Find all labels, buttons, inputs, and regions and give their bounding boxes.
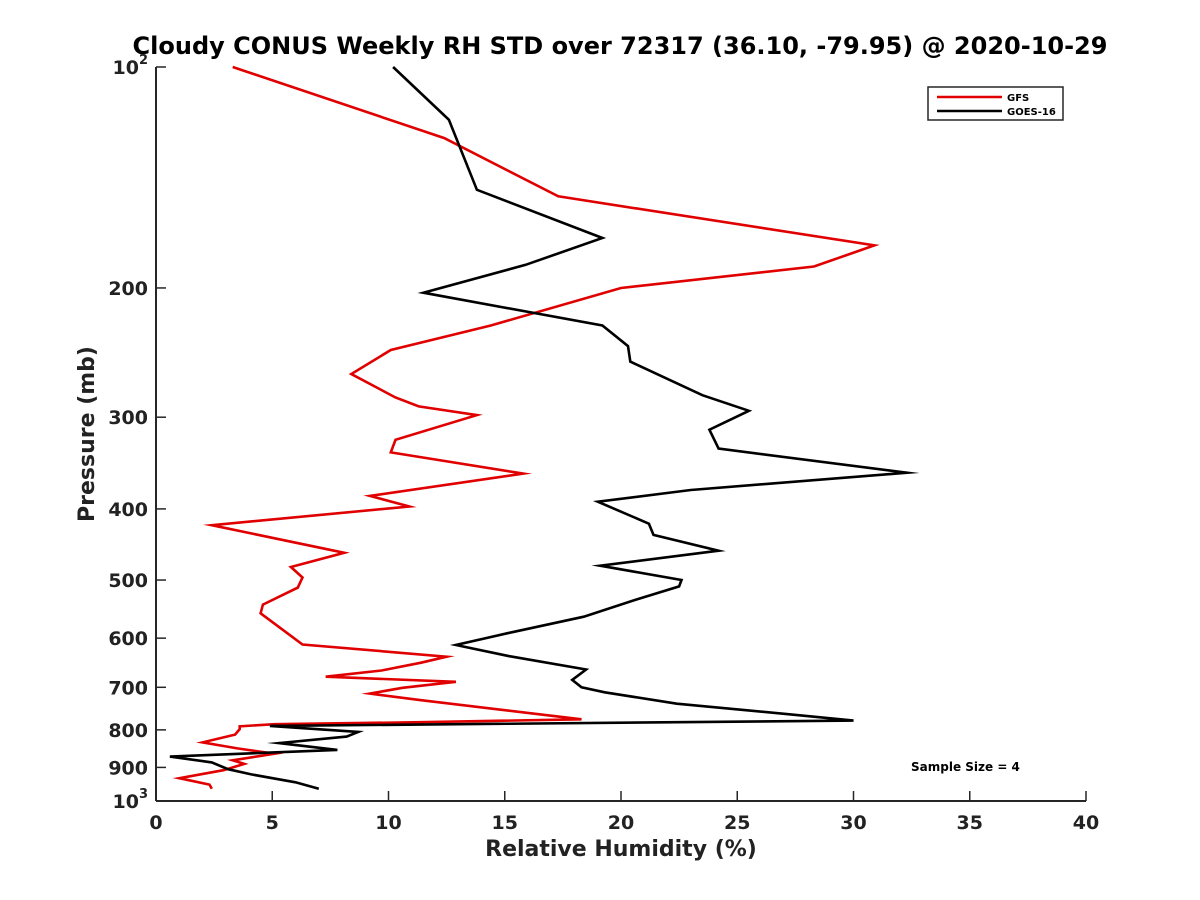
- y-tick-base: 800: [108, 720, 148, 742]
- series-line-goes-16: [169, 66, 920, 790]
- legend: GFS GOES-16: [927, 86, 1064, 121]
- x-tick-label: 0: [149, 812, 162, 834]
- y-tick-base: 400: [108, 499, 148, 521]
- plot-frame: [155, 67, 1086, 802]
- x-axis-ticks: 0 5 10 15 20 25 30 35 40: [149, 791, 1099, 834]
- chart-title: Cloudy CONUS Weekly RH STD over 72317 (3…: [133, 32, 1108, 60]
- y-axis-label: Pressure (mb): [75, 346, 100, 522]
- series-layer: [169, 65, 920, 790]
- y-tick-label: 600: [108, 628, 148, 650]
- y-tick-label: 500: [108, 570, 148, 592]
- x-tick-label: 40: [1073, 812, 1099, 834]
- y-tick-label: 103: [113, 787, 149, 813]
- x-tick-label: 15: [492, 812, 518, 834]
- y-tick-label: 200: [108, 278, 148, 300]
- legend-label: GFS: [1007, 93, 1029, 104]
- y-tick-base: 500: [108, 570, 148, 592]
- y-tick-base: 700: [108, 677, 148, 699]
- y-tick-label: 102: [113, 53, 149, 79]
- y-tick-label: 400: [108, 499, 148, 521]
- legend-box: [927, 86, 1064, 121]
- x-tick-label: 10: [375, 812, 401, 834]
- y-tick-label: 800: [108, 720, 148, 742]
- x-axis-label: Relative Humidity (%): [485, 837, 757, 862]
- y-tick-base: 10: [113, 57, 139, 79]
- legend-label: GOES-16: [1007, 107, 1056, 118]
- y-tick-base: 300: [108, 407, 148, 429]
- x-tick-label: 30: [840, 812, 866, 834]
- y-tick-base: 200: [108, 278, 148, 300]
- series-line-gfs: [172, 65, 880, 790]
- y-tick-exponent: 2: [139, 53, 148, 68]
- x-tick-label: 20: [608, 812, 634, 834]
- x-tick-label: 5: [266, 812, 279, 834]
- y-tick-label: 900: [108, 757, 148, 779]
- y-tick-base: 600: [108, 628, 148, 650]
- sample-size-annotation: Sample Size = 4: [911, 760, 1020, 774]
- x-tick-label: 25: [724, 812, 750, 834]
- y-tick-label: 700: [108, 677, 148, 699]
- y-tick-exponent: 3: [139, 787, 148, 802]
- y-tick-base: 10: [113, 791, 139, 813]
- x-tick-label: 35: [957, 812, 983, 834]
- y-tick-base: 900: [108, 757, 148, 779]
- y-tick-label: 300: [108, 407, 148, 429]
